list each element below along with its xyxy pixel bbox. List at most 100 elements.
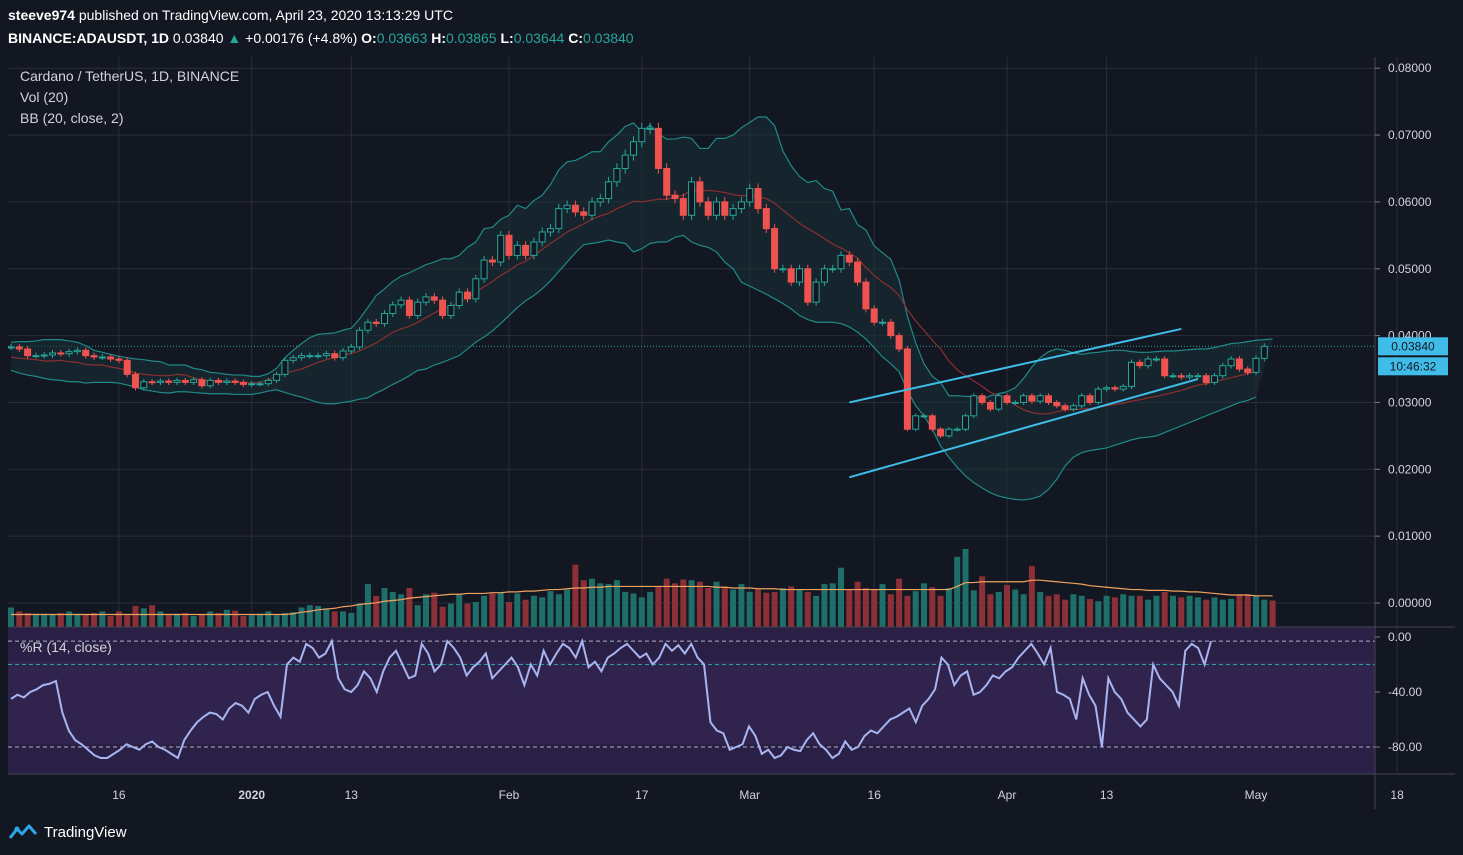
volume-bar bbox=[804, 591, 811, 627]
candle-body bbox=[1152, 358, 1160, 361]
volume-bar bbox=[8, 607, 14, 627]
wr-legend[interactable]: %R (14, close) bbox=[20, 639, 112, 655]
price-tick-label: 0.05000 bbox=[1388, 262, 1432, 276]
candle-body bbox=[1028, 395, 1036, 402]
volume-bar bbox=[846, 589, 853, 627]
candle-body bbox=[389, 304, 397, 315]
volume-bar bbox=[124, 615, 131, 627]
candle-body bbox=[497, 234, 505, 263]
volume-bar bbox=[298, 607, 305, 627]
bb-legend[interactable]: BB (20, close, 2) bbox=[20, 110, 124, 126]
volume-legend[interactable]: Vol (20) bbox=[20, 89, 68, 105]
chart-canvas[interactable]: 0.080000.070000.060000.050000.040000.030… bbox=[7, 57, 1455, 809]
volume-bar bbox=[1103, 595, 1110, 627]
time-tick-label: 13 bbox=[1100, 788, 1114, 802]
candle-body bbox=[522, 244, 530, 256]
candle-body bbox=[547, 228, 554, 233]
volume-bar bbox=[821, 584, 828, 627]
channel-lower-line[interactable] bbox=[849, 378, 1199, 479]
candle-body bbox=[281, 359, 289, 375]
volume-bar bbox=[257, 613, 263, 627]
volume-bar bbox=[1004, 584, 1010, 627]
volume-bar bbox=[74, 613, 81, 627]
volume-bar bbox=[788, 586, 795, 627]
candle-body bbox=[273, 373, 281, 381]
author-name[interactable]: steeve974 bbox=[8, 7, 75, 23]
candle-body bbox=[986, 401, 994, 410]
candle-body bbox=[331, 353, 339, 359]
volume-bar bbox=[970, 590, 977, 627]
volume-bar bbox=[896, 578, 903, 627]
candle-body bbox=[671, 194, 679, 200]
time-tick-label: Mar bbox=[739, 788, 760, 802]
candle-body bbox=[845, 254, 853, 263]
volume-bar bbox=[962, 549, 969, 627]
candle-body bbox=[1103, 387, 1111, 390]
volume-bar bbox=[879, 584, 886, 627]
tradingview-logo-icon[interactable] bbox=[8, 823, 38, 841]
candle-body bbox=[937, 428, 945, 437]
candle-body bbox=[447, 305, 455, 317]
candle-body bbox=[223, 380, 231, 383]
time-tick-label: May bbox=[1245, 788, 1268, 802]
volume-bar bbox=[207, 611, 214, 627]
candle-body bbox=[206, 379, 214, 387]
candle-body bbox=[1011, 401, 1019, 404]
tradingview-brand[interactable]: TradingView bbox=[44, 823, 127, 841]
candle-body bbox=[1202, 375, 1210, 383]
volume-bar bbox=[929, 587, 936, 627]
candle-body bbox=[713, 201, 720, 216]
footer: TradingView bbox=[8, 818, 127, 846]
wr-tick-label: 0.00 bbox=[1388, 630, 1412, 644]
candle-body bbox=[381, 313, 388, 325]
wr-axis[interactable]: 0.00 -40.00 -80.00 bbox=[1375, 630, 1422, 754]
candle-body bbox=[953, 428, 961, 431]
price-tick-label: 0.07000 bbox=[1388, 128, 1432, 142]
volume-bar bbox=[871, 589, 878, 627]
candle-body bbox=[32, 355, 40, 358]
time-tick-label: 17 bbox=[635, 788, 649, 802]
candle-body bbox=[1036, 395, 1044, 402]
candle-body bbox=[854, 261, 862, 283]
ohlc-line: BINANCE:ADAUSDT, 1D 0.03840 ▲ +0.00176 (… bbox=[8, 30, 634, 46]
channel-upper-line[interactable] bbox=[849, 327, 1182, 404]
time-axis[interactable]: 16 2020 13 Feb 17 Mar 16 Apr 13 May 18 bbox=[112, 788, 1404, 802]
candle-body bbox=[1219, 365, 1227, 377]
volume-bar bbox=[1145, 599, 1152, 627]
price-tag: 0.03840 10:46:32 bbox=[1378, 337, 1448, 376]
volume-bar bbox=[447, 603, 454, 627]
volume-bar bbox=[1120, 594, 1127, 627]
volume-bar bbox=[24, 612, 31, 627]
volume-bar bbox=[107, 616, 114, 627]
volume-bar bbox=[215, 612, 222, 627]
volume-bar bbox=[456, 594, 463, 627]
candle-body bbox=[190, 379, 198, 383]
candle-body bbox=[289, 357, 297, 361]
volume-bar bbox=[738, 584, 745, 627]
volume-bar bbox=[1228, 598, 1235, 627]
publish-info: published on TradingView.com, April 23, … bbox=[78, 7, 453, 23]
candle-body bbox=[555, 208, 563, 230]
main-legend[interactable]: Cardano / TetherUS, 1D, BINANCE bbox=[20, 68, 239, 84]
candle-body bbox=[264, 379, 272, 385]
candle-body bbox=[256, 383, 264, 386]
volume-bar bbox=[1028, 566, 1035, 627]
candle-body bbox=[630, 141, 637, 156]
volume-bar bbox=[1219, 599, 1226, 627]
chart-area[interactable]: 0.08000 0.07000 0.06000 0.05000 0.04000 0.030… bbox=[7, 57, 1455, 809]
volume-bar bbox=[580, 580, 587, 627]
low-label: L: bbox=[500, 30, 514, 46]
volume-bar bbox=[713, 581, 720, 627]
countdown-value: 10:46:32 bbox=[1390, 359, 1437, 373]
time-tick-label: 16 bbox=[868, 788, 882, 802]
candle-body bbox=[40, 354, 48, 357]
candle-body bbox=[895, 335, 903, 350]
candle-body bbox=[995, 395, 1003, 410]
volume-bar bbox=[721, 586, 728, 627]
price-tick-label: 0.02000 bbox=[1388, 462, 1432, 476]
volume-bar bbox=[398, 594, 405, 627]
candle-body bbox=[762, 208, 770, 230]
volume-bar bbox=[472, 602, 479, 627]
candle-body bbox=[397, 299, 405, 306]
trend-channel[interactable] bbox=[849, 327, 1199, 479]
